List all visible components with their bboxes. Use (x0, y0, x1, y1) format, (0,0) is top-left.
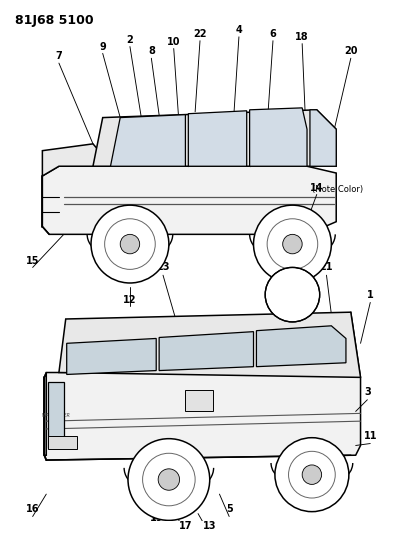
Text: 4: 4 (236, 25, 242, 35)
Text: 6: 6 (270, 29, 276, 39)
Text: (Note Color): (Note Color) (312, 185, 363, 194)
Text: 18: 18 (295, 32, 309, 42)
Text: 10: 10 (167, 37, 180, 47)
Polygon shape (59, 312, 360, 377)
Polygon shape (256, 326, 346, 367)
Circle shape (158, 469, 180, 490)
Text: 9: 9 (99, 42, 106, 52)
Text: 1: 1 (367, 289, 374, 300)
Text: 17: 17 (179, 521, 192, 531)
Circle shape (265, 268, 320, 322)
Polygon shape (310, 110, 336, 166)
Polygon shape (44, 373, 46, 455)
Text: 81J68 5100: 81J68 5100 (15, 14, 94, 28)
Text: 5: 5 (226, 504, 232, 514)
Circle shape (302, 465, 322, 484)
Text: 23: 23 (156, 262, 170, 272)
Text: 13: 13 (203, 521, 216, 531)
Polygon shape (44, 373, 360, 460)
Text: 8: 8 (148, 46, 155, 56)
Circle shape (128, 439, 210, 520)
Circle shape (254, 205, 331, 283)
Text: 20: 20 (344, 46, 358, 56)
Polygon shape (110, 115, 186, 166)
Text: 19: 19 (150, 513, 163, 523)
Text: 3: 3 (364, 387, 371, 397)
Text: 7: 7 (56, 51, 62, 61)
FancyBboxPatch shape (48, 436, 78, 449)
Text: 15: 15 (26, 256, 39, 265)
Polygon shape (188, 111, 247, 166)
Text: 2: 2 (126, 35, 133, 45)
Polygon shape (48, 382, 64, 448)
Text: 21: 21 (320, 262, 333, 272)
Circle shape (91, 205, 169, 283)
Text: 22: 22 (193, 29, 207, 39)
FancyBboxPatch shape (186, 390, 213, 411)
Polygon shape (159, 332, 254, 370)
Polygon shape (93, 110, 336, 166)
Circle shape (275, 438, 349, 512)
Circle shape (120, 235, 140, 254)
Text: 16: 16 (26, 504, 39, 514)
Polygon shape (42, 166, 336, 235)
Polygon shape (250, 108, 307, 166)
Text: WAGONEER: WAGONEER (42, 413, 70, 418)
Circle shape (283, 235, 302, 254)
Text: 11: 11 (364, 431, 377, 441)
Text: 12: 12 (123, 295, 137, 304)
Polygon shape (67, 338, 156, 375)
Text: 14: 14 (310, 183, 324, 192)
Polygon shape (42, 144, 112, 176)
